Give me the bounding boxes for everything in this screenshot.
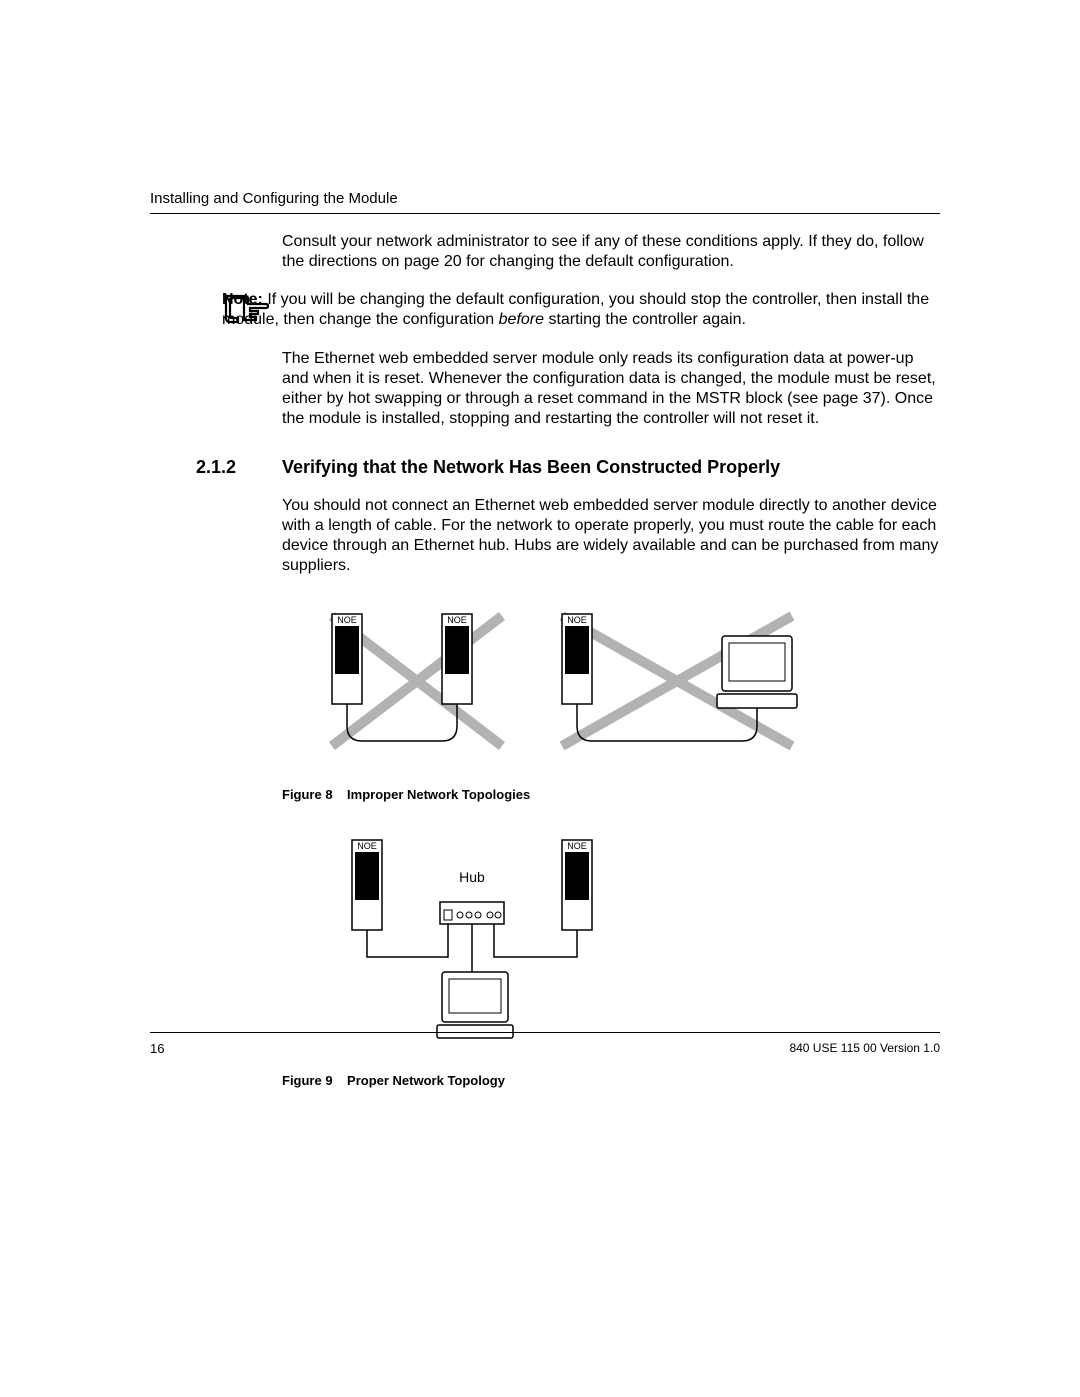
figure-9-diagram: NOE NOE Hub [322, 832, 940, 1057]
paragraph-ethernet: The Ethernet web embedded server module … [282, 349, 940, 429]
header-rule [150, 213, 940, 214]
doc-version: 840 USE 115 00 Version 1.0 [789, 1041, 940, 1056]
noe-label: NOE [567, 841, 587, 851]
note-italic: before [499, 311, 544, 328]
noe-label: NOE [357, 841, 377, 851]
figure-9-label: Figure 9 [282, 1073, 333, 1088]
running-header: Installing and Configuring the Module [150, 190, 940, 207]
note-paragraph: Note: If you will be changing the defaul… [222, 290, 940, 330]
paragraph-connect: You should not connect an Ethernet web e… [282, 496, 940, 576]
paragraph-consult: Consult your network administrator to se… [282, 232, 940, 272]
figure-8-title: Improper Network Topologies [347, 787, 530, 802]
pointing-hand-icon [150, 290, 222, 331]
footer-rule [150, 1032, 940, 1033]
figure-8-diagram: NOE NOE NOE [322, 606, 940, 771]
noe-label: NOE [567, 615, 587, 625]
hub-label: Hub [459, 869, 485, 885]
section-number: 2.1.2 [150, 457, 282, 478]
note-label: Note: [222, 291, 263, 308]
page-number: 16 [150, 1041, 164, 1056]
noe-label: NOE [447, 615, 467, 625]
note-body-2: starting the controller again. [544, 311, 746, 328]
figure-9-title: Proper Network Topology [347, 1073, 505, 1088]
figure-8-label: Figure 8 [282, 787, 333, 802]
section-title: Verifying that the Network Has Been Cons… [282, 457, 780, 478]
figure-8-caption: Figure 8 Improper Network Topologies [282, 787, 940, 802]
noe-label: NOE [337, 615, 357, 625]
figure-9-caption: Figure 9 Proper Network Topology [282, 1073, 940, 1088]
